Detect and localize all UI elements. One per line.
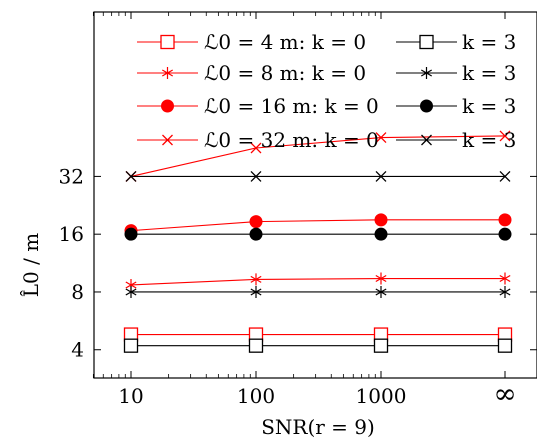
data-point [375,132,387,144]
legend-label: ℒ0 = 32 m: k = 0 [204,128,379,152]
data-point [374,227,388,241]
y-tick-label: 32 [59,164,84,188]
data-point [250,170,262,182]
series-3 [125,285,511,298]
legend-marker [421,67,432,79]
legend-marker [420,99,433,113]
data-point [249,227,263,241]
legend: ℒ0 = 4 m: k = 0 k = 3 ℒ0 = 8 m: k = 0 k = 3… [137,30,516,152]
data-point [373,338,389,353]
y-axis-ticks: 4 8 16 32 [59,164,537,362]
legend-marker [162,67,173,79]
data-point [250,285,262,298]
legend-label: k = 3 [462,128,516,152]
legend-entry-3: ℒ0 = 32 m: k = 0 k = 3 [137,128,516,152]
data-point [249,215,263,229]
data-point [499,170,511,182]
data-point [375,285,387,298]
legend-marker [421,134,432,146]
series-1 [123,338,513,353]
data-point [499,272,511,285]
legend-label: k = 3 [462,94,516,118]
legend-label: k = 3 [462,61,516,85]
series-0 [123,327,513,342]
series-5 [124,227,512,241]
data-point [499,130,511,142]
x-tick-label: 10 [118,384,143,408]
x-axis-label: SNR(r = 9) [261,415,375,439]
data-point [375,272,387,285]
series-2 [125,272,511,291]
legend-marker [161,99,174,113]
data-point [124,227,138,241]
data-point [125,285,137,298]
data-point [375,170,387,182]
legend-label: ℒ0 = 4 m: k = 0 [204,30,366,54]
data-point [374,213,388,227]
y-tick-label: 4 [71,338,84,362]
x-tick-label: ∞ [493,377,516,410]
y-tick-label: 16 [59,222,84,246]
data-point [497,338,513,353]
data-point [123,338,139,353]
legend-label: ℒ0 = 8 m: k = 0 [204,61,366,85]
legend-label: ℒ0 = 16 m: k = 0 [204,94,379,118]
y-tick-label: 8 [71,280,84,304]
series-7 [125,170,511,182]
legend-entry-1: ℒ0 = 8 m: k = 0 k = 3 [137,61,516,85]
series-layer [123,130,513,353]
legend-entry-0: ℒ0 = 4 m: k = 0 k = 3 [137,30,516,54]
legend-marker [419,34,434,50]
series-line [130,219,505,232]
series-line [130,135,506,177]
series-4 [124,213,512,238]
data-point [499,285,511,298]
data-point [250,142,262,154]
legend-label: k = 3 [462,30,516,54]
x-axis-ticks: 10 100 1000 ∞ [92,12,517,410]
series-line [130,277,505,286]
x-tick-label: 1000 [356,384,407,408]
data-point [498,213,512,227]
legend-marker [160,34,175,50]
legend-entry-2: ℒ0 = 16 m: k = 0 k = 3 [137,94,516,118]
y-axis-label: L̂0 / m [19,233,43,297]
data-point [248,338,264,353]
data-point [125,170,137,182]
data-point [250,273,262,286]
data-point [498,227,512,241]
legend-marker [162,134,173,146]
x-tick-label: 100 [237,384,275,408]
